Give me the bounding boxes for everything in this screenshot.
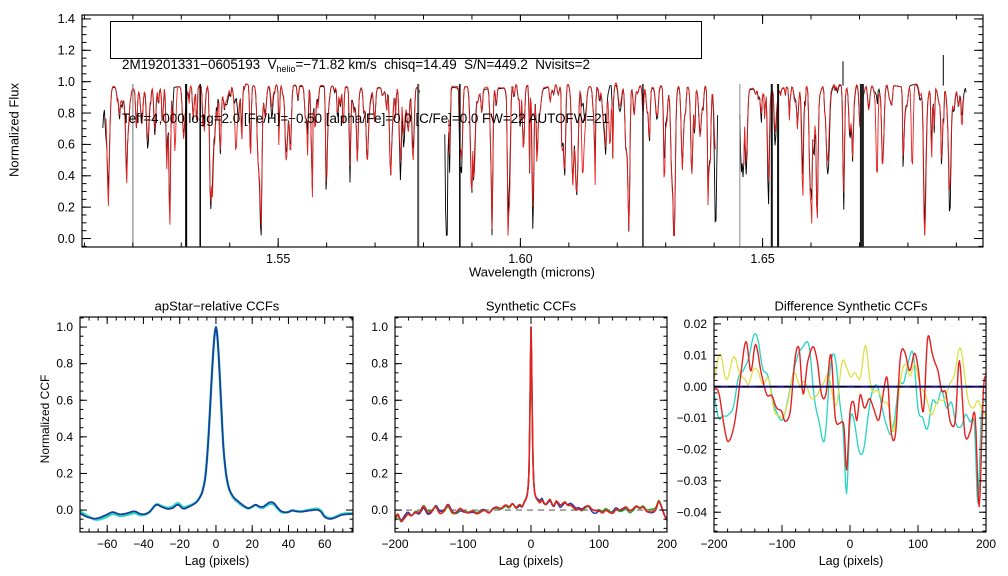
svg-text:1.0: 1.0 [58, 75, 75, 89]
svg-text:20: 20 [246, 537, 260, 551]
svg-text:0.2: 0.2 [371, 467, 388, 481]
ccf1-xlabel: Lag (pixels) [184, 554, 250, 568]
svg-text:−60: −60 [97, 537, 118, 551]
svg-text:−200: −200 [700, 537, 727, 551]
svg-text:0.4: 0.4 [56, 430, 73, 444]
svg-text:0.8: 0.8 [58, 106, 75, 120]
svg-text:−100: −100 [449, 537, 476, 551]
ccf3-xlabel: Lag (pixels) [818, 554, 884, 568]
svg-text:−40: −40 [133, 537, 154, 551]
svg-text:1.65: 1.65 [750, 252, 774, 266]
svg-text:0.6: 0.6 [58, 138, 75, 152]
svg-text:1.2: 1.2 [58, 44, 75, 58]
svg-text:0.8: 0.8 [56, 357, 73, 371]
svg-text:−200: −200 [381, 537, 408, 551]
svg-text:0: 0 [213, 537, 220, 551]
fit-stats: =−71.82 km/s chisq=14.49 S/N=449.2 Nvisi… [295, 56, 590, 72]
svg-text:0.01: 0.01 [684, 348, 708, 362]
ccf2-xlabel: Lag (pixels) [498, 554, 564, 568]
svg-text:1.0: 1.0 [371, 320, 388, 334]
vhelio-subscript: helio [276, 63, 296, 74]
svg-text:−100: −100 [768, 537, 795, 551]
svg-text:0.6: 0.6 [56, 393, 73, 407]
svg-text:−0.02: −0.02 [677, 443, 708, 457]
ccf2-title: Synthetic CCFs [485, 298, 577, 314]
svg-text:0.2: 0.2 [56, 467, 73, 481]
svg-text:0.02: 0.02 [684, 317, 708, 331]
svg-text:60: 60 [318, 537, 332, 551]
svg-text:−0.04: −0.04 [677, 505, 708, 519]
svg-text:200: 200 [657, 537, 677, 551]
header-line2: Teff=4,000 logg=2.0 [Fe/H]=−0.50 [alpha/… [122, 110, 610, 126]
svg-text:−0.03: −0.03 [677, 474, 708, 488]
header-line1: 2M19201331−0605193 Vhelio=−71.82 km/s ch… [122, 57, 701, 78]
svg-text:1.55: 1.55 [266, 252, 290, 266]
svg-text:0.2: 0.2 [58, 200, 75, 214]
svg-text:1.60: 1.60 [508, 252, 532, 266]
svg-text:0.0: 0.0 [371, 503, 388, 517]
svg-text:0.4: 0.4 [371, 430, 388, 444]
star-id-and-vhelio: 2M19201331−0605193 V [122, 56, 277, 72]
ccf1-title: apStar−relative CCFs [154, 298, 280, 314]
header-info-box: 2M19201331−0605193 Vhelio=−71.82 km/s ch… [110, 21, 702, 126]
ccf1-ylabel: Normalized CCF [38, 374, 52, 464]
svg-text:40: 40 [282, 537, 296, 551]
svg-text:−20: −20 [170, 537, 191, 551]
svg-text:100: 100 [589, 537, 609, 551]
ccf3-title: Difference Synthetic CCFs [774, 298, 928, 314]
spectrum-ylabel: Normalized Flux [6, 83, 22, 177]
svg-text:0.00: 0.00 [684, 380, 708, 394]
svg-text:0.0: 0.0 [58, 232, 75, 246]
svg-text:0.6: 0.6 [371, 393, 388, 407]
svg-text:1.4: 1.4 [58, 12, 75, 26]
svg-text:0.0: 0.0 [56, 503, 73, 517]
svg-text:0.8: 0.8 [371, 357, 388, 371]
svg-text:0.4: 0.4 [58, 169, 75, 183]
svg-text:−0.01: −0.01 [677, 411, 708, 425]
svg-text:0: 0 [528, 537, 535, 551]
svg-text:100: 100 [908, 537, 928, 551]
spectrum-xlabel: Wavelength (microns) [469, 264, 595, 280]
svg-text:0: 0 [847, 537, 854, 551]
svg-text:200: 200 [976, 537, 996, 551]
svg-text:1.0: 1.0 [56, 320, 73, 334]
